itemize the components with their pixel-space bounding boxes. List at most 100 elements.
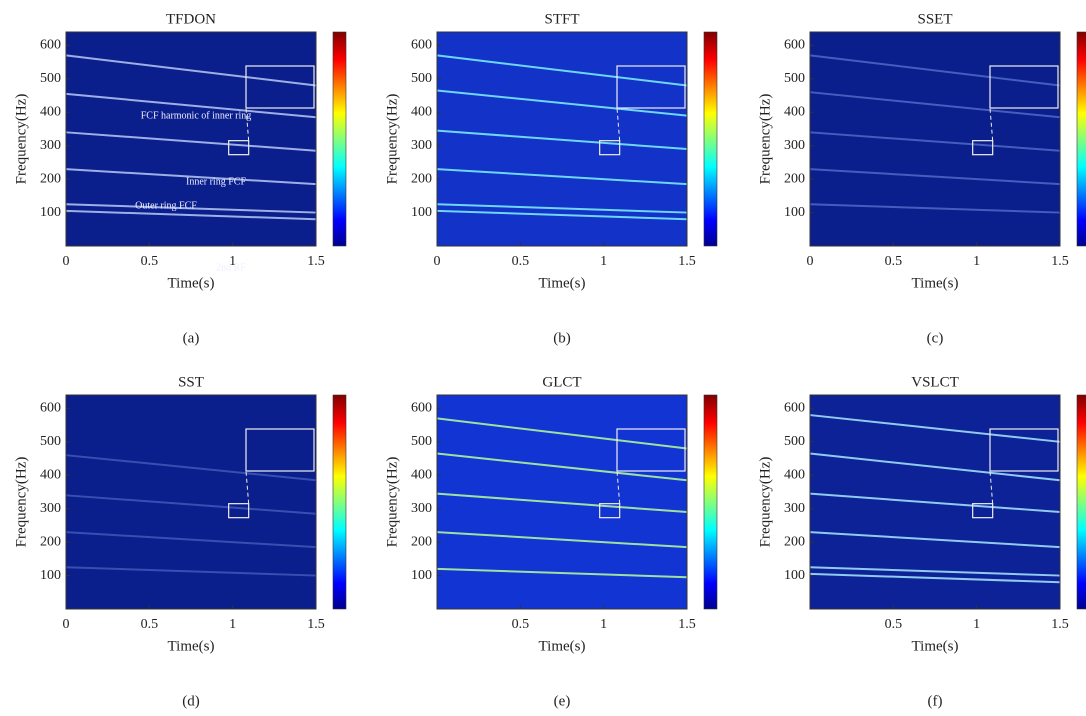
x-tick-label: 1 xyxy=(973,254,980,269)
zoom-inset xyxy=(245,65,315,109)
colorbar xyxy=(1076,31,1086,247)
ridge xyxy=(436,54,688,87)
y-axis-label: Frequency(Hz) xyxy=(757,457,773,548)
y-tick-label: 500 xyxy=(40,434,61,449)
ridge xyxy=(436,417,688,450)
caption: (d) xyxy=(182,693,200,709)
ridge xyxy=(809,91,1061,119)
y-axis-label: Frequency(Hz) xyxy=(757,94,773,185)
ridge xyxy=(65,494,317,515)
y-tick-label: 400 xyxy=(784,467,805,482)
zoom-link xyxy=(245,107,250,141)
y-tick-label: 400 xyxy=(411,104,432,119)
x-axis-label: Time(s) xyxy=(168,275,215,291)
plot-frame xyxy=(809,31,1061,247)
chart-title: SSET xyxy=(917,11,952,27)
x-tick-label: 1.5 xyxy=(307,617,325,632)
zoom-inset xyxy=(245,428,315,472)
ridge xyxy=(809,54,1061,87)
y-tick-label: 100 xyxy=(784,568,805,583)
x-tick-label: 1.5 xyxy=(1051,617,1069,632)
y-tick-label: 200 xyxy=(784,534,805,549)
y-tick-label: 500 xyxy=(40,71,61,86)
x-axis-label: Time(s) xyxy=(912,638,959,654)
plot-frame xyxy=(65,394,317,610)
zoom-link xyxy=(989,107,994,141)
ridge xyxy=(809,492,1061,514)
ridge xyxy=(809,531,1061,549)
zoom-box xyxy=(972,140,994,156)
ridge xyxy=(809,131,1061,152)
ridge xyxy=(65,168,317,186)
y-tick-label: 200 xyxy=(411,534,432,549)
colorbar xyxy=(332,394,347,610)
y-tick-label: 100 xyxy=(40,205,61,220)
annotation: FCF harmonic of inner ring xyxy=(141,110,252,121)
zoom-box xyxy=(972,503,994,519)
y-tick-label: 600 xyxy=(784,38,805,53)
chart-title: VSLCT xyxy=(911,374,959,390)
plot-frame xyxy=(436,31,688,247)
x-tick-label: 1 xyxy=(229,617,236,632)
x-tick-label: 0 xyxy=(63,617,70,632)
y-axis-label: Frequency(Hz) xyxy=(384,457,400,548)
y-tick-label: 300 xyxy=(40,138,61,153)
x-tick-label: 1 xyxy=(229,254,236,269)
colorbar xyxy=(332,31,347,247)
y-tick-label: 600 xyxy=(40,401,61,416)
ridge xyxy=(65,454,317,482)
ridge xyxy=(436,89,688,117)
x-tick-label: 1 xyxy=(600,254,607,269)
caption: (e) xyxy=(554,693,571,709)
x-tick-label: 0 xyxy=(63,254,70,269)
chart-title: GLCT xyxy=(542,374,581,390)
plot-area xyxy=(810,32,1060,246)
zoom-link xyxy=(245,470,250,504)
ridge xyxy=(65,203,317,214)
plot-area xyxy=(66,395,316,609)
y-tick-label: 400 xyxy=(784,104,805,119)
y-tick-label: 200 xyxy=(40,534,61,549)
ridge xyxy=(436,129,688,151)
colorbar xyxy=(703,394,718,610)
plot-frame xyxy=(65,31,317,247)
x-axis-label: Time(s) xyxy=(539,275,586,291)
annotation: Inner ring FCF xyxy=(186,176,246,187)
y-tick-label: 300 xyxy=(411,501,432,516)
y-tick-label: 300 xyxy=(784,138,805,153)
y-axis-label: Frequency(Hz) xyxy=(13,457,29,548)
y-tick-label: 500 xyxy=(411,434,432,449)
ridge xyxy=(809,203,1061,214)
y-tick-label: 100 xyxy=(411,205,432,220)
ridge xyxy=(65,54,317,87)
plot-frame xyxy=(436,394,688,610)
x-axis-label: Time(s) xyxy=(168,638,215,654)
x-tick-label: 0.5 xyxy=(141,617,159,632)
x-tick-label: 1.5 xyxy=(678,617,696,632)
ridge xyxy=(436,531,688,549)
ridge xyxy=(65,566,317,577)
chart-title: SST xyxy=(178,374,204,390)
y-tick-label: 400 xyxy=(411,467,432,482)
annotation: Outer ring FCF xyxy=(135,200,197,211)
chart-title: TFDON xyxy=(166,11,216,27)
x-tick-label: 0 xyxy=(434,254,441,269)
ridge xyxy=(436,203,688,214)
y-tick-label: 200 xyxy=(411,171,432,186)
caption: (f) xyxy=(928,693,943,709)
y-tick-label: 400 xyxy=(40,467,61,482)
x-tick-label: 0.5 xyxy=(512,617,530,632)
y-tick-label: 100 xyxy=(411,568,432,583)
colorbar xyxy=(1076,394,1086,610)
ridge xyxy=(809,168,1061,186)
y-tick-label: 600 xyxy=(411,401,432,416)
x-tick-label: 0.5 xyxy=(141,254,159,269)
x-tick-label: 1.5 xyxy=(1051,254,1069,269)
y-tick-label: 500 xyxy=(411,71,432,86)
ridge xyxy=(65,209,317,221)
ridge xyxy=(809,566,1061,577)
ridge xyxy=(65,92,317,119)
ridge xyxy=(436,168,688,186)
caption: (b) xyxy=(553,330,571,346)
